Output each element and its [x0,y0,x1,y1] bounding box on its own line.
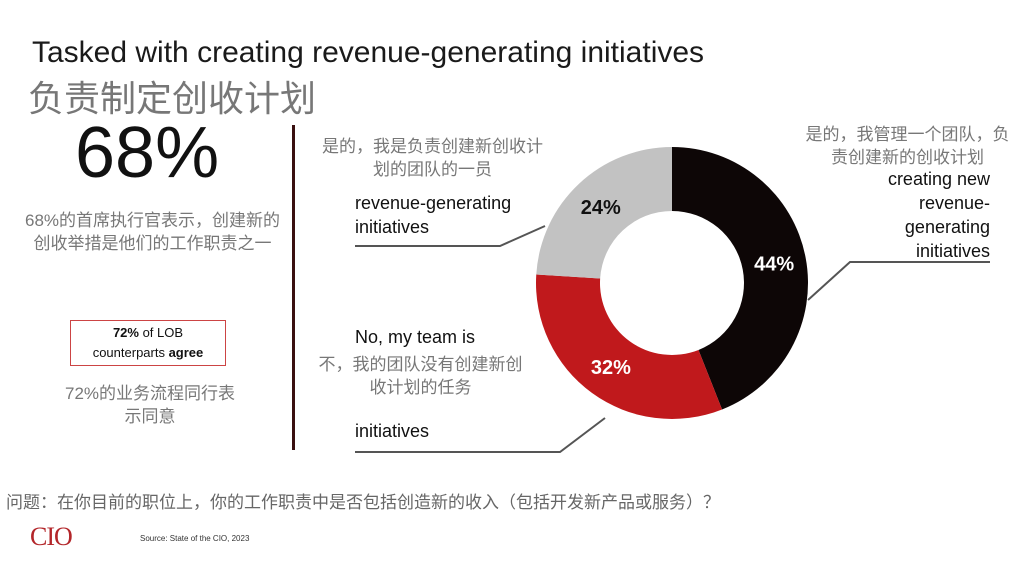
label-line: initiatives [355,216,430,237]
stat-caption-translation: 68%的首席执行官表示，创建新的创收举措是他们的工作职责之一 [20,210,285,256]
label-line: creating new [887,169,990,189]
lob-agree: agree [168,344,204,360]
slice-data-label: 44% [754,254,794,276]
slice-data-label: 32% [591,357,631,379]
lob-agree-box: 72% of LOB counterparts agree [70,320,226,366]
source-note: Source: State of the CIO, 2023 [140,534,250,543]
red-leader-line [355,417,606,453]
question-translation: 问题：在你目前的职位上，你的工作职责中是否包括创造新的收入（包括开发新产品或服务… [6,493,720,512]
lob-translation: 72%的业务流程同行表示同意 [60,383,240,429]
black-slice-label: creating new revenue- generating initiat… [860,168,990,264]
red-slice-label-top: No, my team is [355,327,476,347]
label-line: generating [904,216,990,237]
lob-text2: counterparts [92,344,169,360]
divider [292,125,295,450]
donut-slice [536,147,672,279]
gray-slice-label: revenue-generating initiatives [355,192,511,240]
slide-title: Tasked with creating revenue-generating … [32,36,705,69]
gray-leader-line [355,225,546,247]
donut-slice [536,274,723,420]
lob-text: of LOB [138,325,184,340]
label-line: revenue- [918,192,990,213]
black-slice-translation: 是的，我管理一个团队，负责创建新的创收计划 [800,124,1015,170]
slice-data-label: 24% [581,197,621,219]
red-slice-translation: 不，我的团队没有创建新创收计划的任务 [318,354,523,400]
red-slice-label: initiatives [355,421,430,441]
slide-title-translation: 负责制定创收计划 [28,70,317,122]
lob-percent: 72% [112,325,139,340]
black-leader-line [807,261,990,301]
donut-slice [672,147,808,410]
gray-slice-translation: 是的，我是负责创建新创收计划的团队的一员 [320,136,545,182]
label-line: revenue-generating [355,193,512,213]
cio-logo: CIO [30,522,73,551]
label-line: initiatives [915,240,990,261]
stat-value: 68% [75,113,220,193]
